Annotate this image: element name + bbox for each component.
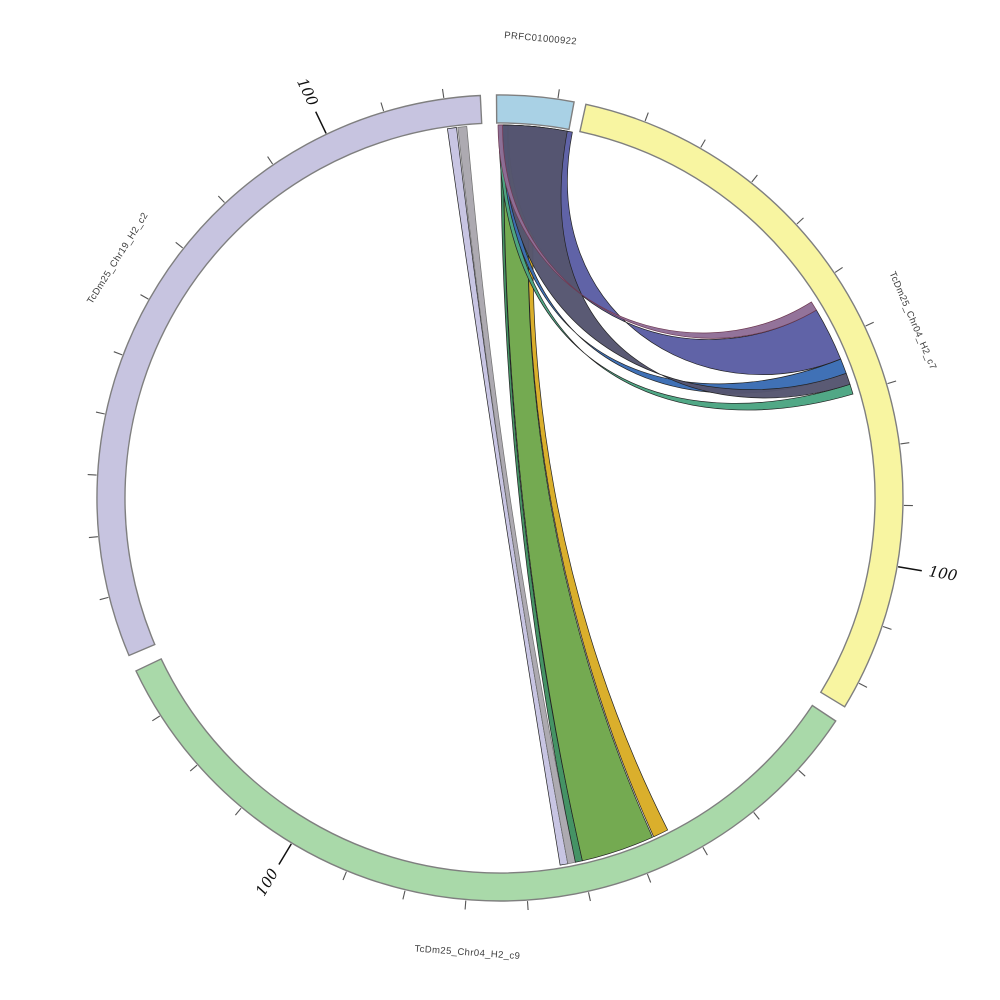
minor-tick: [464, 900, 467, 910]
minor-tick: [700, 139, 706, 148]
minor-tick: [753, 812, 760, 820]
tick-label-100-c9: 100: [252, 865, 282, 899]
minor-tick: [798, 769, 806, 777]
segment-label-prfc: PRFC01000922: [504, 30, 578, 47]
minor-tick: [402, 890, 406, 900]
minor-tick: [175, 241, 184, 249]
segment-arc-prfc: [495, 94, 575, 131]
minor-tick: [95, 411, 105, 415]
minor-tick: [587, 892, 591, 902]
major-tick-c7: [897, 566, 922, 572]
minor-tick: [646, 873, 652, 883]
minor-tick: [87, 474, 97, 476]
minor-tick: [380, 102, 385, 112]
segment-arc-c7: [579, 103, 904, 708]
segment-label-c2: TcDm25_Chr19_H2_c2: [85, 211, 151, 307]
minor-tick: [887, 380, 897, 385]
tick-label-100-c7: 100: [927, 562, 959, 585]
minor-tick: [796, 217, 804, 225]
minor-tick: [557, 89, 560, 99]
minor-tick: [113, 351, 123, 356]
minor-tick: [858, 682, 868, 688]
minor-tick: [189, 764, 198, 772]
minor-tick: [702, 847, 708, 856]
minor-tick: [644, 112, 649, 122]
minor-tick: [751, 174, 758, 183]
minor-tick: [88, 536, 98, 539]
segment-label-c9: TcDm25_Chr04_H2_c9: [414, 944, 520, 963]
tick-label-100-c2: 100: [293, 75, 322, 109]
segment-label-c7: TcDm25_Chr04_H2_c7: [887, 270, 939, 372]
ribbon-slate-ribbon: [502, 124, 851, 399]
minor-tick: [152, 715, 161, 722]
minor-tick: [140, 294, 149, 300]
minor-tick: [441, 88, 445, 98]
minor-tick: [865, 321, 874, 327]
segment-arc-c9: [135, 657, 837, 902]
minor-tick: [900, 442, 910, 445]
minor-tick: [342, 871, 347, 881]
minor-tick: [882, 625, 892, 630]
minor-tick: [217, 195, 225, 203]
minor-tick: [526, 901, 529, 911]
ribbon-mauve-ribbon: [497, 124, 817, 339]
segment-arc-c2: [96, 94, 483, 657]
minor-tick: [99, 596, 109, 601]
minor-tick: [834, 266, 843, 273]
major-tick-c9: [278, 843, 292, 865]
major-tick-c2: [315, 111, 327, 134]
minor-tick: [234, 807, 242, 816]
minor-tick: [267, 156, 274, 165]
